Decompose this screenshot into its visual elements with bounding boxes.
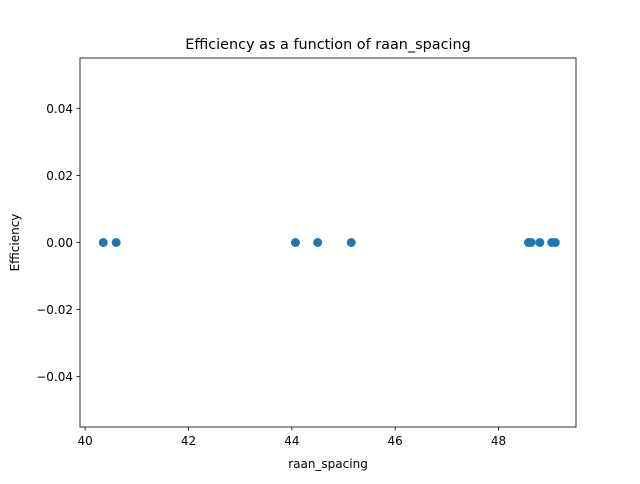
y-tick-label: 0.04: [46, 102, 73, 116]
data-point: [535, 238, 545, 247]
x-tick-label: 44: [284, 434, 299, 448]
x-tick-label: 46: [388, 434, 403, 448]
y-axis-label: Efficiency: [8, 214, 22, 272]
x-tick-label: 42: [181, 434, 196, 448]
y-tick-label: 0.02: [46, 169, 73, 183]
data-point: [550, 238, 560, 247]
data-point: [111, 238, 121, 247]
chart-title: Efficiency as a function of raan_spacing: [185, 37, 470, 53]
x-axis-label: raan_spacing: [288, 457, 368, 471]
data-point: [290, 238, 300, 247]
y-tick-label: −0.04: [36, 370, 73, 384]
data-point: [526, 238, 536, 247]
plot-area-frame: [79, 57, 577, 428]
x-tick-label: 48: [491, 434, 506, 448]
data-point: [313, 238, 323, 247]
data-points: [98, 238, 560, 247]
x-axis-ticks: 40 42 44 46 48: [78, 427, 506, 448]
x-tick-label: 40: [78, 434, 93, 448]
y-axis-ticks: −0.04 −0.02 0.00 0.02 0.04: [36, 102, 80, 384]
y-tick-label: 0.00: [46, 236, 73, 250]
data-point: [346, 238, 356, 247]
data-point: [98, 238, 108, 247]
y-tick-label: −0.02: [36, 303, 73, 317]
